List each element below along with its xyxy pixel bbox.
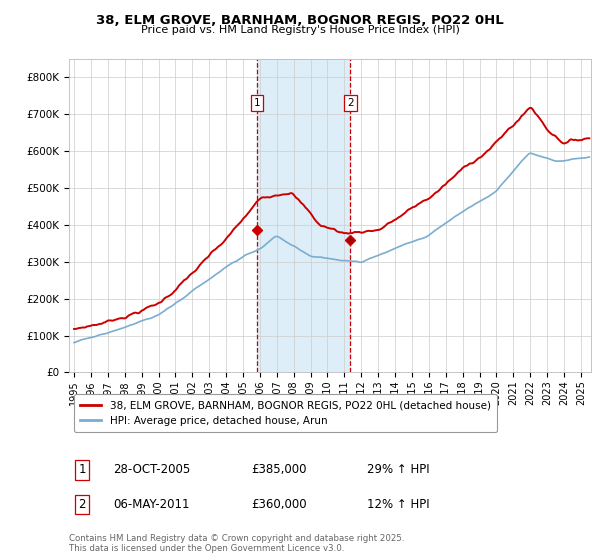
Bar [257,59,350,372]
Text: 29% ↑ HPI: 29% ↑ HPI [367,463,429,477]
Legend: 38, ELM GROVE, BARNHAM, BOGNOR REGIS, PO22 0HL (detached house), HPI: Average pr: 38, ELM GROVE, BARNHAM, BOGNOR REGIS, PO… [74,394,497,432]
Text: Contains HM Land Registry data © Crown copyright and database right 2025.
This d: Contains HM Land Registry data © Crown c… [69,534,404,553]
Text: 2: 2 [347,98,353,108]
Text: 38, ELM GROVE, BARNHAM, BOGNOR REGIS, PO22 0HL: 38, ELM GROVE, BARNHAM, BOGNOR REGIS, PO… [96,14,504,27]
Text: Price paid vs. HM Land Registry's House Price Index (HPI): Price paid vs. HM Land Registry's House … [140,25,460,35]
Text: 06-MAY-2011: 06-MAY-2011 [113,498,190,511]
Text: £385,000: £385,000 [252,463,307,477]
Text: 28-OCT-2005: 28-OCT-2005 [113,463,191,477]
Text: £360,000: £360,000 [252,498,307,511]
Text: 2: 2 [78,498,86,511]
Text: 1: 1 [78,463,86,477]
Text: 12% ↑ HPI: 12% ↑ HPI [367,498,429,511]
Text: 1: 1 [254,98,260,108]
